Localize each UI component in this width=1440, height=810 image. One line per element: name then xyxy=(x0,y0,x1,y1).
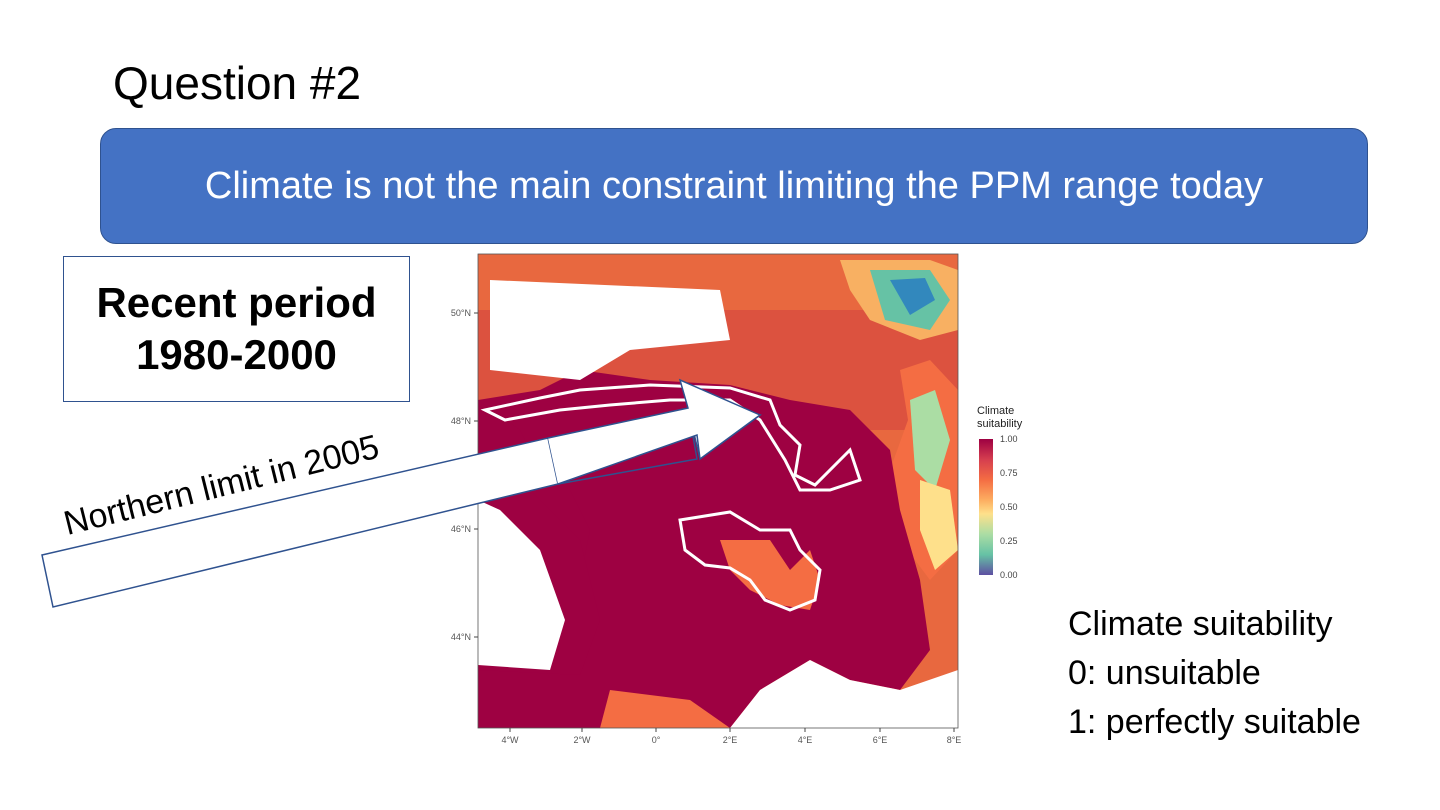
x-tick-label: 8°E xyxy=(947,735,962,745)
mediterranean-sea xyxy=(730,660,958,728)
banner-text: Climate is not the main constraint limit… xyxy=(204,164,1264,207)
x-axis: 4°W 2°W 0° 2°E 4°E 6°E 8°E xyxy=(501,728,961,745)
legend-title: suitability xyxy=(977,418,1023,430)
caption-title: Climate suitability xyxy=(1068,605,1333,643)
y-tick-label: 46°N xyxy=(451,524,471,534)
legend-colorbar xyxy=(979,439,993,575)
y-axis: 50°N 48°N 46°N 44°N xyxy=(451,308,478,642)
x-tick-label: 2°E xyxy=(723,735,738,745)
y-tick-label: 50°N xyxy=(451,308,471,318)
legend-tick: 0.25 xyxy=(1000,536,1018,546)
legend-title: Climate xyxy=(977,405,1014,417)
conclusion-banner: Climate is not the main constraint limit… xyxy=(100,128,1368,244)
suitability-caption: Climate suitability 0: unsuitable 1: per… xyxy=(1068,600,1361,747)
period-box: Recent period 1980-2000 xyxy=(63,256,410,402)
caption-one: 1: perfectly suitable xyxy=(1068,703,1361,741)
caption-zero: 0: unsuitable xyxy=(1068,654,1261,692)
x-tick-label: 6°E xyxy=(873,735,888,745)
x-tick-label: 2°W xyxy=(573,735,591,745)
y-tick-label: 44°N xyxy=(451,632,471,642)
period-label: Recent period xyxy=(96,278,377,326)
x-tick-label: 0° xyxy=(652,735,661,745)
suitability-map: 50°N 48°N 46°N 44°N 4°W 2°W 0° 2°E 4°E 6… xyxy=(430,250,1050,750)
legend-tick: 1.00 xyxy=(1000,434,1018,444)
y-tick-label: 48°N xyxy=(451,416,471,426)
x-tick-label: 4°W xyxy=(501,735,519,745)
x-tick-label: 4°E xyxy=(798,735,813,745)
map-svg: 50°N 48°N 46°N 44°N 4°W 2°W 0° 2°E 4°E 6… xyxy=(451,253,1023,745)
arrow-label: Northern limit in 2005 xyxy=(60,427,383,543)
legend-tick: 0.50 xyxy=(1000,502,1018,512)
period-years: 1980-2000 xyxy=(136,331,337,378)
legend-tick: 0.00 xyxy=(1000,570,1018,580)
legend-tick: 0.75 xyxy=(1000,468,1018,478)
slide-title: Question #2 xyxy=(113,57,362,109)
channel-sea xyxy=(490,280,730,380)
color-legend: Climate suitability 1.00 0.75 0.50 0.25 … xyxy=(977,405,1023,580)
